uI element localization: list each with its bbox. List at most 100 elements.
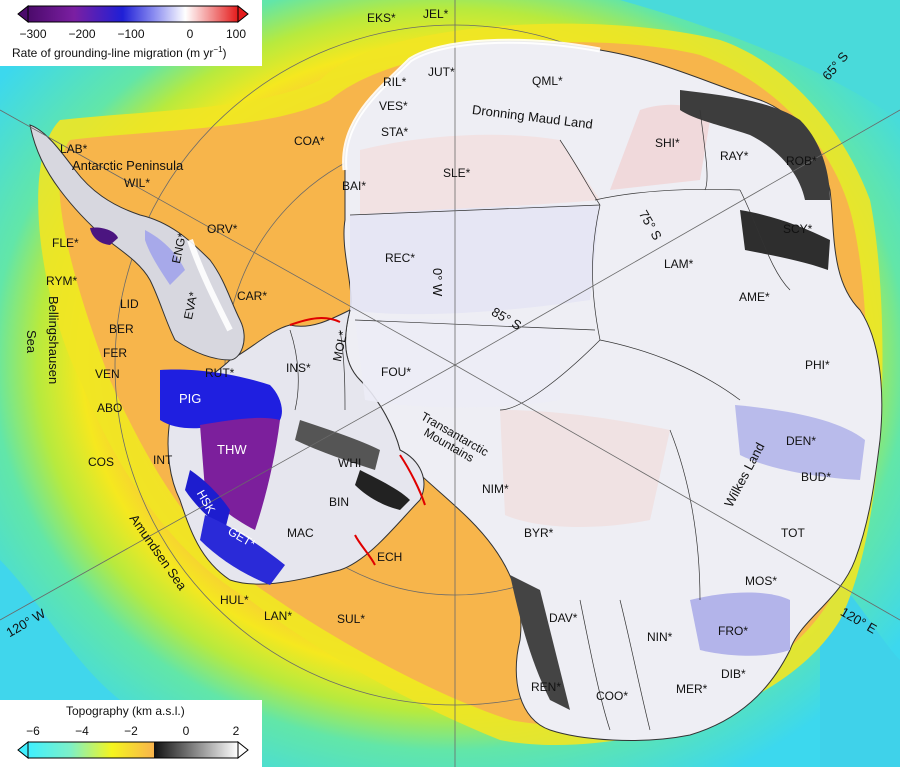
region-label-ech: ECH <box>377 550 403 564</box>
basin-pig <box>160 369 282 429</box>
legend-top-tick: −100 <box>117 27 145 41</box>
region-label-car: CAR* <box>237 289 268 303</box>
grounding-line-red-amundsen <box>354 534 376 566</box>
region-label-ray: RAY* <box>720 149 749 163</box>
region-label-mos: MOS* <box>745 574 778 588</box>
region-label-fle: FLE* <box>52 236 79 250</box>
legend-top-tick: 0 <box>186 27 194 41</box>
antarctic-peninsula <box>29 124 245 361</box>
coast-dark-rss <box>355 470 410 510</box>
region-label-eks: EKS* <box>367 11 396 25</box>
legend-bottom-title: Topography (km a.s.l.) <box>66 704 185 718</box>
region-label-phi: PHI* <box>805 358 830 372</box>
basin-eng <box>145 230 185 285</box>
region-label-nin: NIN* <box>647 630 673 644</box>
place-bellingshausen-sea: Sea <box>24 330 39 354</box>
region-label-lam: LAM* <box>664 257 694 271</box>
region-label-ril: RIL* <box>383 75 407 89</box>
region-label-qml: QML* <box>532 74 563 88</box>
region-label-int: INT <box>153 453 173 467</box>
region-label-orv: ORV* <box>207 222 238 236</box>
region-label-sle: SLE* <box>443 166 471 180</box>
legend-bottom-arrow-right <box>237 740 249 760</box>
legend-bottom-tick: −6 <box>26 724 40 738</box>
region-label-dav: DAV* <box>549 611 578 625</box>
region-label-coo: COO* <box>596 689 629 703</box>
basin-fro <box>690 592 790 656</box>
grounding-line-red-filchner <box>289 317 341 326</box>
region-label-den: DEN* <box>786 434 817 448</box>
region-label-sta: STA* <box>381 125 409 139</box>
grounding-line-red-ross <box>399 454 426 506</box>
place-antarctic-peninsula: Antarctic Peninsula <box>72 158 184 173</box>
region-label-lan: LAN* <box>264 609 293 623</box>
region-label-lab: LAB* <box>60 142 88 156</box>
region-label-pig: PIG <box>179 391 202 406</box>
region-label-cos: COS <box>88 455 115 469</box>
region-label-ber: BER <box>109 322 134 336</box>
ice-shelf-rim <box>187 239 233 332</box>
basin-byr <box>500 410 670 527</box>
region-label-rec: REC* <box>385 251 416 265</box>
legend-top-title: Rate of grounding-line migration (m yr−1… <box>12 45 227 60</box>
region-label-abo: ABO <box>97 401 123 415</box>
legend-bottom-tick: 2 <box>232 724 240 738</box>
basin-hsk <box>185 470 230 530</box>
region-label-ven: VEN <box>95 367 120 381</box>
region-label-jel: JEL* <box>423 7 449 21</box>
legend-bottom-arrow-left <box>17 740 29 760</box>
coast-dark-east <box>680 90 830 200</box>
region-label-mac: MAC <box>287 526 314 540</box>
legend-top-colorbar <box>27 5 239 23</box>
region-label-coa: COA* <box>294 134 325 148</box>
graticule-label-0w: 0° W <box>430 268 445 297</box>
region-label-ren: REN* <box>531 680 562 694</box>
basin-boundaries <box>289 109 791 731</box>
basin-rec <box>350 205 600 315</box>
region-label-ame: AME* <box>739 290 770 304</box>
coast-dark-south <box>510 575 570 710</box>
region-label-dib: DIB* <box>721 667 746 681</box>
basin-fle <box>90 227 118 245</box>
region-label-bud: BUD* <box>801 470 832 484</box>
region-label-sul: SUL* <box>337 612 366 626</box>
region-label-nim: NIM* <box>482 482 509 496</box>
legend-bottom-colorbar <box>27 741 239 759</box>
legend-bottom-tick: −4 <box>75 724 89 738</box>
region-label-tot: TOT <box>781 526 805 540</box>
legend-bottom-tick: 0 <box>182 724 190 738</box>
place-bellingshausen: Bellingshausen <box>46 296 61 385</box>
legend-top-arrow-left <box>17 4 29 24</box>
legend-top-arrow-right <box>237 4 249 24</box>
region-label-fro: FRO* <box>718 624 748 638</box>
basin-sle <box>360 134 600 215</box>
region-label-ves: VES* <box>379 99 408 113</box>
basin-shi <box>610 104 710 190</box>
ice-shelf-rim <box>342 38 601 171</box>
region-label-mer: MER* <box>676 682 708 696</box>
region-label-rym: RYM* <box>46 274 78 288</box>
region-label-shi: SHI* <box>655 136 680 150</box>
region-label-whi: WHI <box>338 456 362 470</box>
region-label-byr: BYR* <box>524 526 554 540</box>
legend-top-tick: −200 <box>68 27 96 41</box>
region-label-thw: THW <box>217 442 247 457</box>
basin-get <box>200 515 285 585</box>
coast-dark-whi <box>295 420 380 470</box>
region-label-ins: INS* <box>286 361 311 375</box>
region-label-rut: RUT* <box>205 366 235 380</box>
legend-bottom-tick: −2 <box>124 724 138 738</box>
region-label-lid: LID <box>120 297 139 311</box>
region-label-fer: FER <box>103 346 127 360</box>
coast-dark-scy <box>740 210 830 270</box>
region-label-jut: JUT* <box>428 65 455 79</box>
region-label-rob: ROB* <box>786 154 817 168</box>
legend-top-tick: −300 <box>19 27 47 41</box>
region-label-scy: SCY* <box>783 222 813 236</box>
deep-ocean-patch <box>620 0 900 120</box>
region-label-hul: HUL* <box>220 593 249 607</box>
region-label-fou: FOU* <box>381 365 411 379</box>
region-label-bai: BAI* <box>342 179 367 193</box>
